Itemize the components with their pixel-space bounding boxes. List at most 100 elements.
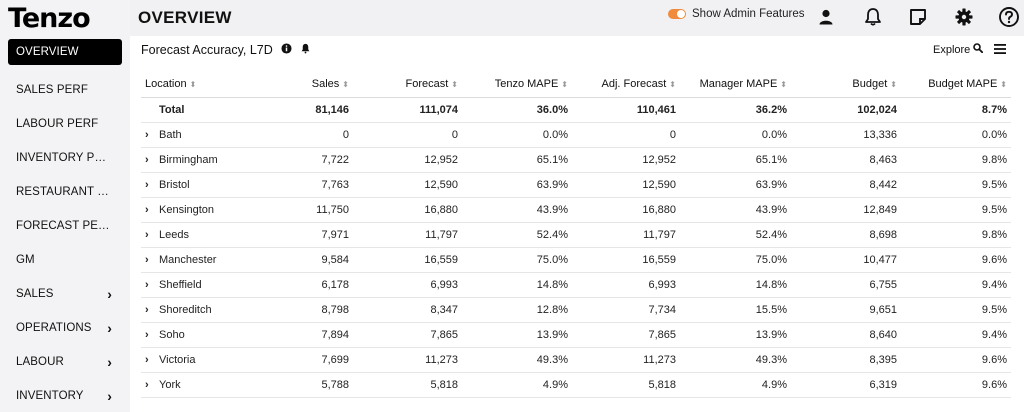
cell-text: 36.2% <box>755 103 787 116</box>
sidebar-item-forecast-perf[interactable]: FORECAST PERF <box>0 209 130 243</box>
info-icon[interactable] <box>281 43 292 57</box>
column-header-budget[interactable]: Budget ⬍ <box>791 72 901 98</box>
table-row[interactable]: › Bristol 7,763 12,590 63.9% 12,590 63.9% 8,442… <box>141 172 1011 198</box>
location-cell: › Victoria <box>141 347 249 373</box>
table-row[interactable]: › Manchester 9,584 16,559 75.0% 16,559 75.0% 10… <box>141 247 1011 273</box>
gear-icon[interactable] <box>952 5 976 29</box>
explore-button[interactable]: Explore <box>933 43 984 56</box>
value-cell: 11,797 <box>353 222 462 248</box>
note-icon[interactable] <box>906 5 930 29</box>
cell-text: 36.0% <box>536 103 568 116</box>
location-cell: › Sheffield <box>141 272 249 298</box>
value-cell: 0.0% <box>680 122 791 148</box>
cell-text: 0.0% <box>981 128 1007 141</box>
expand-row-chevron-icon[interactable]: › <box>145 203 149 216</box>
sidebar-item-labour[interactable]: LABOUR › <box>0 345 130 379</box>
value-cell: 8,442 <box>791 172 901 198</box>
admin-features-toggle[interactable]: Show Admin Features <box>668 8 805 20</box>
value-cell: 0 <box>249 122 353 148</box>
cell-text: 7,699 <box>321 353 349 366</box>
value-cell: 9.8% <box>901 222 1011 248</box>
expand-row-chevron-icon[interactable]: › <box>145 228 149 241</box>
sidebar-item-inventory-perf[interactable]: INVENTORY PERF <box>0 141 130 175</box>
sidebar-item-gm[interactable]: GM <box>0 243 130 277</box>
table-row[interactable]: › Sheffield 6,178 6,993 14.8% 6,993 14.8% 6,755… <box>141 272 1011 298</box>
cell-text: 8,640 <box>869 328 897 341</box>
table-row[interactable]: › Bath 0 0 0.0% 0 0.0% 13,336 0.0% <box>141 122 1011 148</box>
table-row[interactable]: › York 5,788 5,818 4.9% 5,818 4.9% 6,319 9.6% <box>141 372 1011 398</box>
sort-icon[interactable]: ⬍ <box>189 80 197 90</box>
help-icon[interactable] <box>997 5 1021 29</box>
expand-row-chevron-icon[interactable]: › <box>145 153 149 166</box>
chevron-right-icon: › <box>107 354 112 370</box>
value-cell: 75.0% <box>462 247 572 273</box>
user-icon[interactable] <box>814 5 838 29</box>
expand-row-chevron-icon[interactable]: › <box>145 178 149 191</box>
expand-row-chevron-icon[interactable]: › <box>145 253 149 266</box>
value-cell: 10,477 <box>791 247 901 273</box>
location-cell: Total <box>141 97 249 123</box>
sort-icon[interactable]: ⬍ <box>342 80 349 90</box>
sort-icon[interactable]: ⬍ <box>561 80 568 90</box>
sidebar-item-sales[interactable]: SALES › <box>0 277 130 311</box>
sort-icon[interactable]: ⬍ <box>780 80 787 90</box>
expand-row-chevron-icon[interactable]: › <box>145 128 149 141</box>
cell-text: 9.8% <box>981 228 1007 241</box>
expand-row-chevron-icon[interactable]: › <box>145 353 149 366</box>
column-header-sales[interactable]: Sales ⬍ <box>249 72 353 98</box>
value-cell: 13.9% <box>680 322 791 348</box>
column-header-forecast[interactable]: Forecast ⬍ <box>353 72 462 98</box>
column-header-budget-mape[interactable]: Budget MAPE ⬍ <box>901 72 1011 98</box>
cell-text: 11,750 <box>316 203 349 216</box>
table-row[interactable]: › Victoria 7,699 11,273 49.3% 11,273 49.3% 8,39… <box>141 347 1011 373</box>
sidebar-item-inventory[interactable]: INVENTORY › <box>0 379 130 412</box>
sort-icon[interactable]: ⬍ <box>1000 80 1007 90</box>
cell-text: Kensington <box>159 203 215 216</box>
column-header-tenzo-mape[interactable]: Tenzo MAPE ⬍ <box>462 72 572 98</box>
cell-text: 12,590 <box>424 178 458 191</box>
cell-text: 9.4% <box>981 278 1007 291</box>
hamburger-menu-icon[interactable] <box>993 42 1007 56</box>
table-row[interactable]: › Soho 7,894 7,865 13.9% 7,865 13.9% 8,640 9.4% <box>141 322 1011 348</box>
cell-text: 16,559 <box>642 253 676 266</box>
table-row[interactable]: › Kensington 11,750 16,880 43.9% 16,880 43.9% 1… <box>141 197 1011 223</box>
expand-row-chevron-icon[interactable]: › <box>145 378 149 391</box>
tenzo-logo[interactable]: Tenzo <box>8 3 91 34</box>
toggle-switch[interactable] <box>668 9 686 19</box>
sidebar-item-label: OPERATIONS <box>16 322 92 334</box>
cell-text: 7,722 <box>321 153 349 166</box>
value-cell: 65.1% <box>462 147 572 173</box>
expand-row-chevron-icon[interactable]: › <box>145 303 149 316</box>
sort-icon[interactable]: ⬍ <box>890 80 897 90</box>
sort-icon[interactable]: ⬍ <box>451 80 458 90</box>
sidebar-item-sales-perf[interactable]: SALES PERF <box>0 73 130 107</box>
cell-text: 12.8% <box>536 303 568 316</box>
value-cell: 14.8% <box>462 272 572 298</box>
cell-text: 8,698 <box>869 228 897 241</box>
bell-icon[interactable] <box>861 5 885 29</box>
expand-row-chevron-icon[interactable]: › <box>145 328 149 341</box>
value-cell: 7,894 <box>249 322 353 348</box>
sidebar-item-restaurant-per[interactable]: RESTAURANT PER... <box>0 175 130 209</box>
column-header-location[interactable]: Location ⬍ <box>141 72 249 98</box>
cell-text: 7,894 <box>321 328 349 341</box>
cell-text: 9.8% <box>981 153 1007 166</box>
column-header-manager-mape[interactable]: Manager MAPE ⬍ <box>680 72 791 98</box>
sidebar-item-labour-perf[interactable]: LABOUR PERF <box>0 107 130 141</box>
sidebar-item-operations[interactable]: OPERATIONS › <box>0 311 130 345</box>
sidebar-item-overview[interactable]: OVERVIEW <box>8 39 122 65</box>
cell-text: 11,273 <box>643 353 676 366</box>
column-header-label: Location <box>145 78 187 91</box>
sort-icon[interactable]: ⬍ <box>669 80 676 90</box>
table-row[interactable]: › Birmingham 7,722 12,952 65.1% 12,952 65.1% 8,… <box>141 147 1011 173</box>
value-cell: 8,798 <box>249 297 353 323</box>
chevron-right-icon: › <box>107 388 112 404</box>
expand-row-chevron-icon[interactable]: › <box>145 278 149 291</box>
card-bell-icon[interactable] <box>300 43 311 57</box>
table-row[interactable]: › Shoreditch 8,798 8,347 12.8% 7,734 15.5% 9,65… <box>141 297 1011 323</box>
cell-text: 0.0% <box>542 128 568 141</box>
column-header-adj-forecast[interactable]: Adj. Forecast ⬍ <box>572 72 680 98</box>
cell-text: 75.0% <box>536 253 568 266</box>
value-cell: 14.8% <box>680 272 791 298</box>
table-row[interactable]: › Leeds 7,971 11,797 52.4% 11,797 52.4% 8,698 9.… <box>141 222 1011 248</box>
